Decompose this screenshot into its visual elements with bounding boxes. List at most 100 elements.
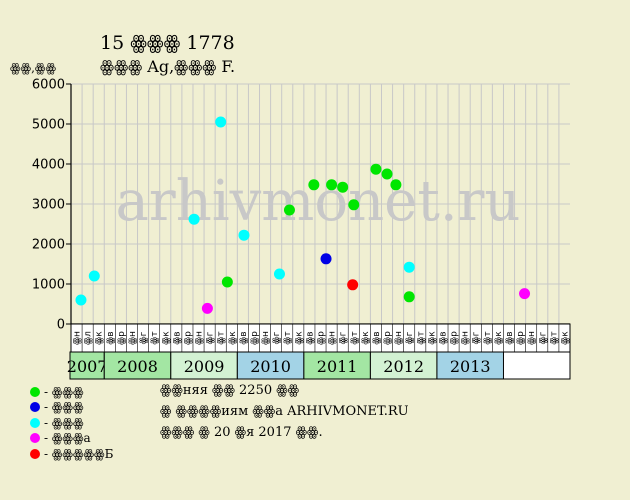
data-point <box>88 270 100 282</box>
y-tick-label: 1000 <box>32 278 65 293</box>
legend-label: - ꙮꙮꙮ <box>44 415 84 430</box>
x-tick-label: ꙮн <box>527 331 537 345</box>
data-point <box>215 116 227 128</box>
year-label: 2009 <box>184 357 225 376</box>
x-tick-label: ꙮг <box>339 331 349 344</box>
data-point <box>390 179 402 191</box>
x-tick-label: ꙮн <box>128 331 138 345</box>
x-tick-label: ꙮг <box>405 331 415 344</box>
data-point <box>320 253 332 265</box>
year-band <box>236 351 305 380</box>
x-tick-label: ꙮг <box>272 331 282 344</box>
x-tick-label: ꙮн <box>73 331 83 345</box>
x-tick-label: ꙮт <box>483 331 493 344</box>
y-tick-label: 4000 <box>32 158 65 173</box>
x-tick-label: ꙮк <box>95 331 105 345</box>
x-tick-label: ꙮв <box>305 331 315 344</box>
chart-title: 15 ꙮꙮꙮ 1778 <box>100 32 235 54</box>
x-tick-label: ꙮк <box>560 331 570 345</box>
x-tick-label: ꙮк <box>427 331 437 345</box>
x-tick-label: ꙮн <box>461 331 471 345</box>
x-tick-label: ꙮк <box>228 331 238 345</box>
data-point <box>348 199 360 211</box>
year-band <box>170 351 238 380</box>
y-tick-label: 6000 <box>32 78 65 93</box>
x-tick-label: ꙮн <box>328 331 338 345</box>
x-tick-label: ꙮл <box>84 331 94 345</box>
notes: ꙮꙮняя ꙮꙮ 2250 ꙮꙮ ꙮ ꙮꙮꙮꙮиям ꙮꙮа ARHIVMONE… <box>160 383 409 446</box>
x-tick-label: ꙮт <box>350 331 360 344</box>
legend-dot-icon <box>30 448 40 459</box>
y-tick-label: 5000 <box>32 118 65 133</box>
legend-item: - ꙮꙮꙮꙮꙮБ <box>30 446 113 462</box>
x-tick-label: ꙮт <box>549 331 559 344</box>
watermark: arhivmonet.ru <box>116 169 521 234</box>
x-tick-label: ꙮк <box>294 331 304 345</box>
x-tick-label: ꙮг <box>139 331 149 344</box>
legend-label: - ꙮꙮꙮ <box>44 400 84 415</box>
x-tick-label: ꙮк <box>494 331 504 345</box>
chart-subtitle: ꙮꙮꙮ Ag,ꙮꙮꙮ F. <box>100 57 236 76</box>
x-tick-label: ꙮр <box>516 331 526 345</box>
data-point <box>273 268 285 280</box>
year-label: 2008 <box>117 357 158 376</box>
data-point <box>326 179 338 191</box>
data-point <box>370 163 382 175</box>
x-tick-label: ꙮв <box>438 331 448 344</box>
x-tick-label: ꙮт <box>217 331 227 344</box>
x-tick-label: ꙮв <box>106 331 116 344</box>
year-label: 2013 <box>450 357 491 376</box>
x-tick-label: ꙮг <box>538 331 548 344</box>
x-tick-label: ꙮр <box>383 331 393 345</box>
legend-label: - ꙮꙮꙮꙮꙮБ <box>44 446 114 461</box>
x-tick-label: ꙮр <box>117 331 127 345</box>
x-tick-label: ꙮн <box>261 331 271 345</box>
data-point <box>75 294 87 306</box>
x-tick-label: ꙮр <box>450 331 460 345</box>
data-point <box>238 229 250 241</box>
data-point <box>381 168 393 180</box>
legend-label: - ꙮꙮꙮа <box>44 431 91 446</box>
note-source: ꙮ ꙮꙮꙮꙮиям ꙮꙮа ARHIVMONET.RU <box>160 404 409 419</box>
legend-item: - ꙮꙮꙮ <box>30 400 113 416</box>
legend-dot-icon <box>30 386 40 397</box>
data-point <box>283 204 295 216</box>
data-point <box>308 179 320 191</box>
year-label: 2011 <box>317 357 358 376</box>
y-tick-label: 2000 <box>32 238 65 253</box>
x-tick-label: ꙮр <box>250 331 260 345</box>
x-tick-label: ꙮв <box>239 331 249 344</box>
x-tick-label: ꙮг <box>206 331 216 344</box>
year-label: 2012 <box>383 357 424 376</box>
y-axis-unit: ꙮꙮ,ꙮꙮ <box>10 61 57 75</box>
data-point <box>403 291 415 303</box>
year-band <box>436 351 504 380</box>
legend-item: - ꙮꙮꙮа <box>30 431 113 447</box>
y-tick-label: 3000 <box>32 198 65 213</box>
data-point <box>519 288 531 300</box>
legend-dot-icon <box>30 433 40 444</box>
legend-dot-icon <box>30 417 40 428</box>
slot-label-strip <box>70 323 571 353</box>
x-tick-label: ꙮв <box>172 331 182 344</box>
legend: - ꙮꙮꙮ - ꙮꙮꙮ - ꙮꙮꙮ - ꙮꙮꙮа - ꙮꙮꙮꙮꙮБ <box>30 384 113 462</box>
year-label: 2010 <box>250 357 291 376</box>
x-tick-label: ꙮв <box>505 331 515 344</box>
year-band <box>103 351 172 380</box>
data-point <box>403 261 415 273</box>
x-tick-label: ꙮг <box>472 331 482 344</box>
data-point <box>347 279 359 291</box>
x-tick-label: ꙮв <box>372 331 382 344</box>
note-average-price: ꙮꙮняя ꙮꙮ 2250 ꙮꙮ <box>160 383 300 398</box>
scatter-chart: 0 1000 2000 3000 4000 5000 6000 arhivmonet.ru ꙮн… <box>32 78 571 380</box>
x-tick-label: ꙮк <box>361 331 371 345</box>
data-point <box>221 276 233 288</box>
legend-label: - ꙮꙮꙮ <box>44 384 84 399</box>
x-tick-label: ꙮн <box>394 331 404 345</box>
x-tick-label: ꙮн <box>195 331 205 345</box>
legend-item: - ꙮꙮꙮ <box>30 415 113 431</box>
legend-item: - ꙮꙮꙮ <box>30 384 113 400</box>
year-band <box>369 351 438 380</box>
data-point <box>337 181 349 193</box>
data-point <box>188 213 200 225</box>
